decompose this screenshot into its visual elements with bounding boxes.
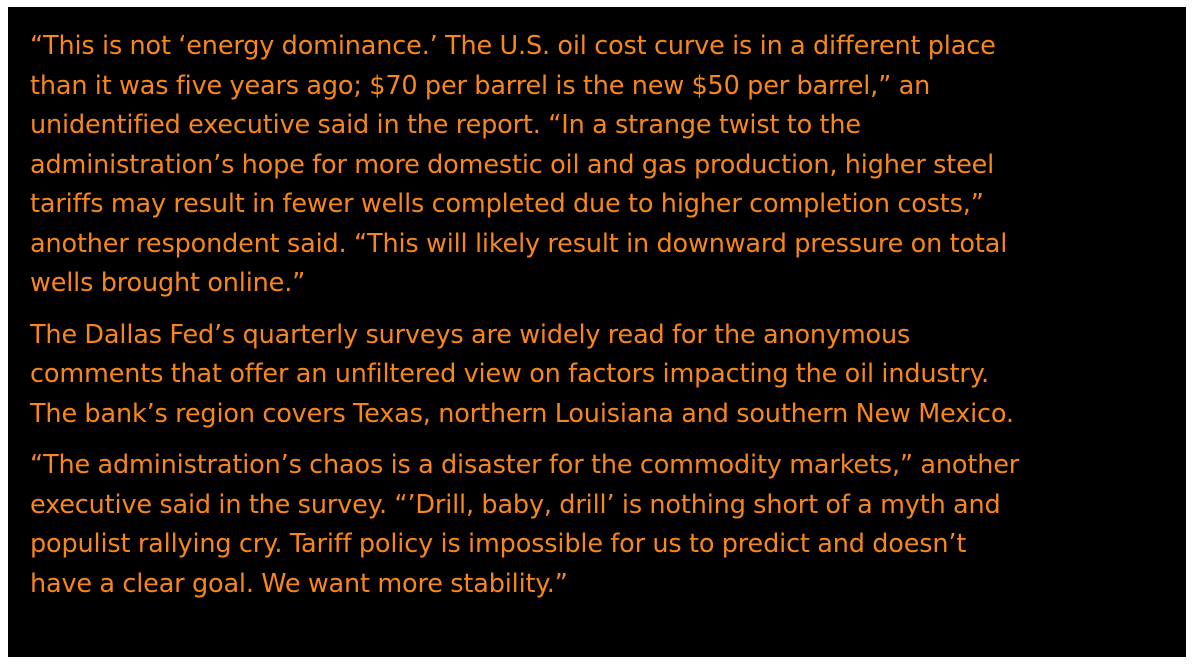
paragraph-dallas-fed-surveys: The Dallas Fed’s quarterly surveys are w… — [30, 319, 1014, 429]
paragraph-administration-chaos: “The administration’s chaos is a disaste… — [30, 450, 1020, 599]
article-text-panel: “This is not ‘energy dominance.’ The U.S… — [8, 7, 1186, 657]
paragraph-executive-quotes: “This is not ‘energy dominance.’ The U.S… — [30, 31, 1008, 298]
